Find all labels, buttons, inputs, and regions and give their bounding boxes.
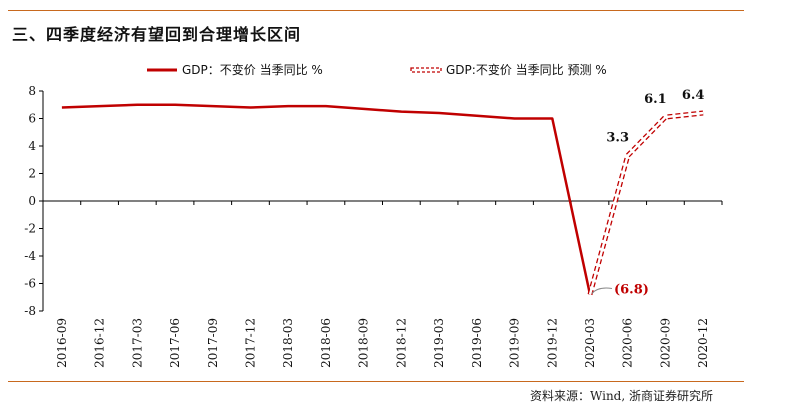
- forecast-line-inner: [588, 111, 704, 295]
- actual-line: [61, 103, 592, 295]
- x-tick-label: 2019-12: [545, 318, 559, 368]
- top-rule: [8, 10, 744, 11]
- source-note: 资料来源：Wind, 浙商证券研究所: [529, 389, 713, 403]
- x-tick-label: 2017-03: [130, 318, 144, 368]
- y-tick-label: -6: [24, 277, 36, 291]
- x-tick-label: 2020-03: [583, 318, 597, 368]
- x-tick-label: 2016-09: [55, 318, 69, 368]
- legend: GDP：不变价 当季同比 % GDP:不变价 当季同比 预测 %: [147, 62, 607, 77]
- x-tick-label: 2019-06: [470, 318, 484, 368]
- x-tick-label: 2019-09: [508, 318, 522, 368]
- legend-label-forecast: GDP:不变价 当季同比 预测 %: [446, 62, 607, 77]
- data-label: 3.3: [606, 131, 629, 146]
- x-tick-label: 2018-06: [319, 318, 333, 368]
- y-tick-label: 2: [28, 167, 36, 181]
- x-tick-label: 2017-12: [243, 318, 257, 368]
- chart-title: 三、四季度经济有望回到合理增长区间: [12, 25, 302, 44]
- x-tick-label: 2017-09: [206, 318, 220, 368]
- data-labels: (6.8) 3.3 6.1 6.4: [591, 88, 705, 298]
- y-tick-label: -8: [24, 304, 36, 318]
- y-tick-label: -2: [24, 222, 36, 236]
- data-label: 6.1: [644, 92, 667, 107]
- x-tick-label: 2020-06: [621, 318, 635, 368]
- x-tick-label: 2018-03: [281, 318, 295, 368]
- bottom-rule: [8, 381, 744, 382]
- y-tick-label: 8: [28, 84, 36, 98]
- y-tick-label: 6: [28, 112, 36, 126]
- x-tick-label: 2020-12: [696, 318, 710, 368]
- x-tick-label: 2020-09: [658, 318, 672, 368]
- y-tick-label: -4: [24, 249, 36, 263]
- data-label-leader: [591, 287, 613, 294]
- legend-dashed-swatch: [410, 67, 442, 73]
- x-tick-label: 2018-12: [394, 318, 408, 368]
- y-tick-label: 4: [28, 139, 36, 153]
- x-tick-label: 2016-12: [93, 318, 107, 368]
- y-tick-label: 0: [28, 194, 36, 208]
- plot-series: [61, 103, 704, 296]
- x-tick-label: 2017-06: [168, 318, 182, 368]
- legend-label-actual: GDP：不变价 当季同比 %: [182, 62, 323, 77]
- axes: -8 -6 -4 -2 0 2 4 6 8 2016-09 2016-12 2017-03 2017-0…: [24, 84, 723, 368]
- x-tick-label: 2018-09: [357, 318, 371, 368]
- data-label: 6.4: [682, 88, 705, 103]
- data-label: (6.8): [614, 283, 649, 298]
- x-tick-label: 2019-03: [432, 318, 446, 368]
